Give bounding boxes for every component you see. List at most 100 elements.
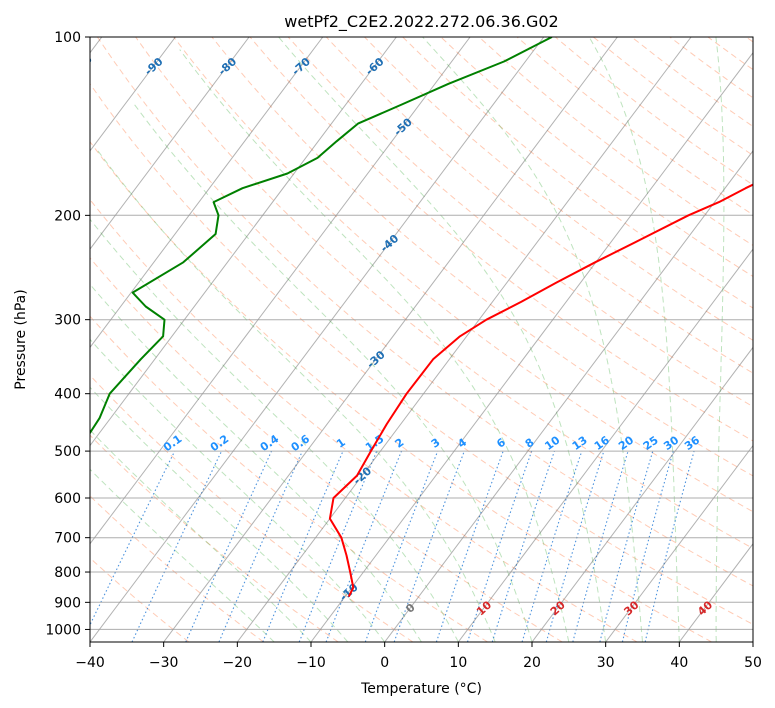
dry-adiabat-line [90, 257, 563, 642]
dry-adiabat-line [554, 37, 753, 186]
temperature-profile-line [328, 183, 753, 598]
dry-adiabat-line [211, 37, 753, 477]
mixing-ratio-line [435, 450, 504, 642]
dry-adiabat-line [90, 140, 712, 642]
dewpoint-profile-line [90, 37, 553, 435]
y-tick-label: 700 [54, 531, 81, 547]
y-axis-label: Pressure (hPa) [13, 289, 29, 389]
x-tick-label: −40 [75, 655, 105, 671]
isotherm-label: -50 [391, 115, 415, 138]
isotherm-line [163, 37, 618, 642]
x-tick-label: 20 [523, 655, 541, 671]
moist-adiabat-line [588, 37, 680, 642]
mixing-ratio-line [621, 450, 674, 642]
dry-adiabat-line [364, 37, 753, 341]
mixing-ratio-label: 13 [570, 434, 590, 453]
mixing-ratio-label: 8 [523, 436, 537, 451]
isotherm-line [236, 37, 692, 642]
mixing-ratio-label: 16 [592, 433, 612, 453]
mixing-ratio-line [466, 450, 533, 642]
dry-adiabat-line [478, 37, 753, 246]
dry-adiabat-line [707, 37, 753, 71]
dry-adiabat-line [96, 37, 753, 587]
dry-adiabat-line [90, 83, 753, 625]
mixing-ratio-label: 25 [641, 434, 661, 453]
dry-adiabat-line [440, 37, 753, 278]
mixing-ratio-line [393, 450, 465, 642]
y-tick-label: 600 [54, 491, 81, 507]
plot-frame [89, 36, 754, 643]
isotherm-line [678, 542, 753, 642]
moist-adiabat-line [134, 104, 533, 642]
y-tick-label: 400 [54, 387, 81, 403]
x-tick-label: 30 [597, 655, 615, 671]
isotherm-label: -90 [142, 55, 166, 78]
x-axis-label: Temperature (°C) [360, 681, 482, 697]
isotherm-lines [90, 37, 753, 642]
isotherm-line [531, 346, 753, 642]
isotherm-label: 20 [548, 598, 568, 618]
x-tick-label: 50 [744, 655, 762, 671]
moist-adiabat-line [90, 283, 422, 642]
isotherm-label: -70 [290, 55, 314, 78]
mixing-ratio-line [218, 450, 303, 642]
mixing-ratio-label: 30 [661, 433, 681, 453]
isotherm-line [90, 37, 397, 447]
mixing-ratio-line [262, 450, 344, 642]
x-tick-label: −20 [223, 655, 253, 671]
isotherm-label: -60 [363, 55, 387, 78]
mixing-ratio-line [90, 450, 176, 627]
dry-adiabat-line [90, 495, 264, 642]
isotherm-label: 40 [695, 598, 715, 618]
dry-adiabat-line [745, 37, 753, 43]
mixing-ratio-line [644, 450, 695, 642]
isotherm-line [752, 641, 753, 642]
mixing-ratio-line [325, 450, 403, 642]
x-axis-ticks: −40 −30 −20 −10 0 10 20 30 40 50 [75, 642, 762, 671]
moist-adiabat-line [278, 37, 607, 642]
isotherm-label: -30 [364, 348, 388, 371]
mixing-ratio-line [572, 450, 629, 642]
isotherm-line [90, 37, 471, 545]
isotherm-line [90, 37, 324, 349]
moist-adiabat-line [90, 386, 349, 642]
isotherm-line [384, 150, 753, 642]
moist-adiabats [90, 37, 725, 642]
dry-adiabat-line [402, 37, 753, 309]
y-tick-label: 200 [54, 208, 81, 224]
dry-adiabats [90, 37, 753, 642]
mixing-ratio-lines [90, 450, 695, 642]
y-tick-label: 300 [54, 313, 81, 329]
dry-adiabat-line [249, 37, 753, 442]
mixing-ratio-label: 20 [616, 433, 636, 453]
moist-adiabat-line [90, 218, 459, 642]
moist-adiabat-line [179, 49, 570, 642]
y-tick-label: 1000 [45, 622, 81, 638]
moist-adiabat-line [90, 429, 312, 642]
mixing-ratio-line [298, 450, 378, 642]
moist-adiabat-line [422, 37, 643, 642]
isotherm-line [457, 248, 753, 642]
isotherm-line [605, 444, 753, 642]
isotherm-label: -80 [216, 55, 240, 78]
mixing-ratio-line [599, 450, 654, 642]
isotherm-label: -100 [66, 52, 95, 80]
moist-adiabat-line [90, 338, 386, 642]
mixing-ratio-line [185, 450, 273, 642]
isotherm-line [90, 37, 250, 250]
mixing-ratio-label: 6 [494, 436, 508, 451]
mixing-ratio-line [364, 450, 439, 642]
chart-title: wetPf2_C2E2.2022.272.06.36.G02 [284, 12, 558, 32]
isotherm-line [310, 51, 753, 642]
x-tick-label: 40 [670, 655, 688, 671]
mixing-ratio-label: 4 [455, 436, 469, 451]
dry-adiabat-line [135, 37, 753, 550]
y-tick-label: 100 [54, 30, 81, 46]
mixing-ratio-label: 10 [542, 433, 562, 453]
mixing-ratio-label: 3 [429, 436, 443, 451]
x-tick-label: 10 [449, 655, 467, 671]
isotherm-label: -10 [337, 581, 361, 604]
plot-area: 0.1 0.2 0.4 0.6 1 1.5 2 3 4 6 8 10 13 16 20 25 30 36-100-… [66, 37, 753, 642]
mixing-ratio-line [491, 450, 555, 642]
dry-adiabat-line [90, 198, 638, 642]
